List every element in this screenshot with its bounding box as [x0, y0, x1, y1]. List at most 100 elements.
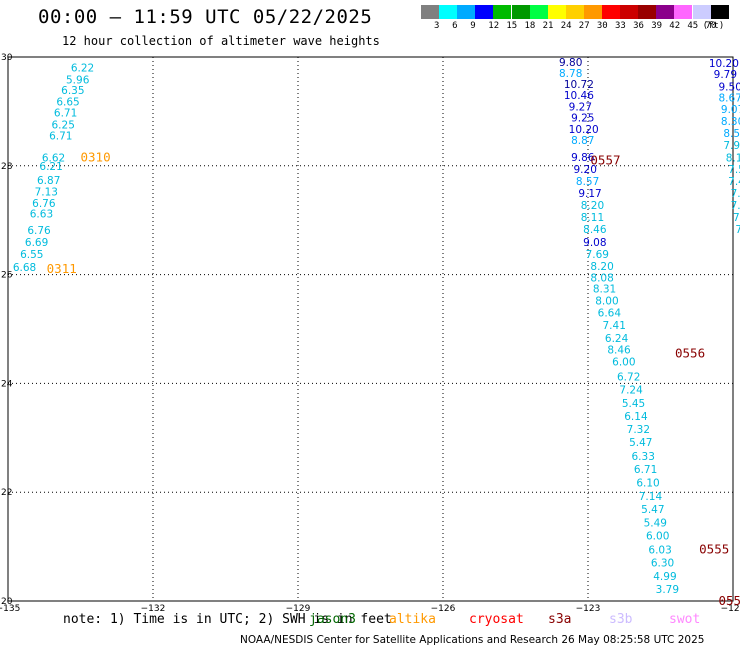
wave-height-label: 8.67: [719, 92, 740, 104]
legend-unit: (ft): [702, 21, 725, 31]
wave-height-label: 8.30: [721, 116, 740, 128]
wave-height-label: 8.87: [571, 135, 594, 147]
color-scale-legend: 3 6 9 12 15 18 21 24 27 30 33 36 39 42 45 70 (ft): [421, 5, 729, 35]
wave-height-label: 9.80: [559, 57, 582, 69]
pass-time-label: 0555: [699, 541, 729, 556]
wave-height-label: 6.64: [598, 308, 622, 320]
wave-height-label: 6.68: [13, 262, 36, 274]
legend-swatch: [692, 5, 711, 19]
wave-height-label: 6.55: [20, 249, 43, 261]
wave-height-label: 6.35: [61, 85, 84, 97]
wave-height-label: 6.00: [612, 357, 635, 369]
legend-label: 6: [452, 21, 458, 31]
wave-height-label: 8.78: [559, 68, 582, 80]
map-subtitle: 12 hour collection of altimeter wave hei…: [62, 34, 380, 48]
wave-height-label: 6.30: [651, 557, 674, 569]
wave-height-label: 5.45: [622, 398, 645, 410]
legend-label: 9: [470, 21, 476, 31]
wave-height-label: 7.41: [603, 320, 626, 332]
wave-height-label: 6.24: [605, 333, 629, 345]
legend-label: 33: [615, 21, 626, 31]
wave-height-label: 8.31: [593, 284, 616, 296]
wave-height-label: 10.72: [564, 79, 594, 91]
y-tick-label: 26: [1, 271, 13, 281]
satellite-label-altika: altika: [389, 612, 436, 627]
wave-height-label: 8.08: [590, 272, 613, 284]
wave-height-label: 6.22: [71, 62, 94, 74]
wave-height-label: 7.4: [728, 176, 740, 188]
wave-height-label: 9.07: [721, 104, 740, 116]
wave-height-label: 9.17: [578, 188, 601, 200]
legend-label: 18: [524, 21, 536, 31]
wave-height-label: 8.20: [581, 200, 604, 212]
pass-time-label: 0311: [47, 261, 77, 276]
wave-height-label: 9.08: [583, 237, 606, 249]
legend-swatch: [529, 5, 548, 19]
legend-label: 30: [596, 21, 608, 31]
wave-height-label: 7.24: [619, 384, 643, 396]
wave-height-label: 7.13: [35, 186, 58, 198]
wave-height-label: 7: [735, 224, 740, 236]
legend-swatch: [602, 5, 620, 19]
wave-height-label: 6.63: [30, 209, 53, 221]
wave-height-label: 7.5: [728, 164, 740, 176]
wave-height-label: 9.27: [569, 102, 592, 114]
wave-height-label: 7.3: [731, 188, 740, 200]
wave-height-label: 7.2: [731, 200, 740, 212]
pass-time-label: 0310: [81, 150, 111, 165]
wave-height-label: 9.20: [574, 164, 597, 176]
wave-height-label: 6.71: [49, 130, 72, 142]
wave-height-label: 6.14: [624, 411, 648, 423]
map-frame: [7, 56, 734, 602]
footer-credit: NOAA/NESDIS Center for Satellite Applica…: [240, 634, 705, 646]
legend-swatch: [421, 5, 439, 19]
wave-height-label: 4.99: [653, 571, 676, 583]
wave-height-label: 7.90: [723, 140, 740, 152]
legend-label: 42: [669, 21, 681, 31]
legend-swatch: [493, 5, 512, 19]
wave-height-label: 7.69: [586, 249, 609, 261]
wave-height-label: 8.20: [590, 261, 613, 273]
legend-label: 70: [705, 21, 717, 31]
legend-swatch: [457, 5, 476, 19]
legend-swatch: [547, 5, 566, 19]
y-tick-label: 20: [1, 597, 13, 607]
wave-height-label: 5.96: [66, 74, 90, 86]
wave-height-label: 6.87: [37, 175, 60, 187]
x-tick-label: −120: [721, 604, 740, 614]
legend-swatch: [674, 5, 693, 19]
wave-height-label: 6.71: [54, 107, 77, 119]
wave-height-label: 9.25: [571, 112, 594, 124]
wave-height-label: 10.20: [709, 58, 739, 70]
wave-height-label: 3.79: [656, 584, 679, 596]
legend-label: 21: [542, 21, 554, 31]
legend-label: 45: [687, 21, 699, 31]
wave-height-label: 6.65: [56, 97, 79, 109]
satellite-label-jason3: jason3: [309, 612, 356, 627]
legend-swatch: [620, 5, 639, 19]
wave-height-label: 6.10: [636, 477, 659, 489]
wave-height-label: 8.46: [583, 224, 607, 236]
wave-height-label: 6.25: [52, 119, 75, 131]
wave-height-label: 6.69: [25, 237, 48, 249]
pass-time-label: 0554: [719, 593, 740, 608]
wave-height-label: 7.14: [639, 491, 663, 503]
legend-swatch: [565, 5, 584, 19]
wave-height-label: 6.03: [648, 544, 671, 556]
legend-swatch: [439, 5, 458, 19]
wave-height-label: 6.21: [39, 161, 62, 173]
wave-height-label: 6.72: [617, 371, 640, 383]
wave-height-label: 10.20: [569, 124, 599, 136]
legend-label: 27: [578, 21, 590, 31]
legend-swatch: [475, 5, 494, 19]
satellite-label-s3a: s3a: [548, 612, 572, 627]
legend-swatch: [656, 5, 675, 19]
wave-height-label: 6.00: [646, 531, 669, 543]
y-tick-label: 28: [1, 162, 13, 172]
wave-height-label: 8.57: [576, 176, 599, 188]
y-tick-label: 30: [1, 53, 13, 63]
legend-label: 15: [506, 21, 518, 31]
legend-swatch: [511, 5, 530, 19]
y-tick-label: 24: [1, 379, 13, 389]
